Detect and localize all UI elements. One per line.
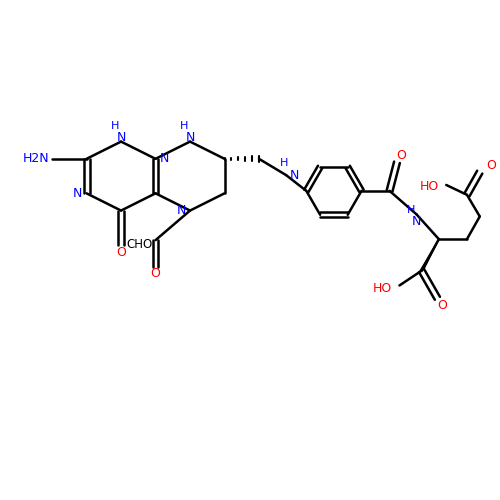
Text: O: O	[396, 149, 406, 162]
Text: N: N	[176, 204, 186, 217]
Text: H2N: H2N	[23, 152, 50, 166]
Text: N: N	[412, 215, 422, 228]
Text: O: O	[486, 158, 496, 172]
Text: HO: HO	[420, 180, 439, 194]
Text: N: N	[290, 168, 299, 181]
Text: HO: HO	[373, 282, 392, 295]
Text: N: N	[73, 187, 83, 200]
Text: N: N	[116, 131, 126, 144]
Text: CHO: CHO	[127, 238, 153, 250]
Text: N: N	[160, 152, 169, 166]
Text: H: H	[280, 158, 288, 168]
Text: O: O	[116, 246, 126, 259]
Polygon shape	[420, 239, 439, 272]
Text: H: H	[406, 204, 415, 214]
Text: H: H	[111, 121, 120, 131]
Text: O: O	[150, 267, 160, 280]
Text: O: O	[438, 298, 447, 312]
Text: N: N	[186, 131, 194, 144]
Text: H: H	[180, 121, 188, 131]
